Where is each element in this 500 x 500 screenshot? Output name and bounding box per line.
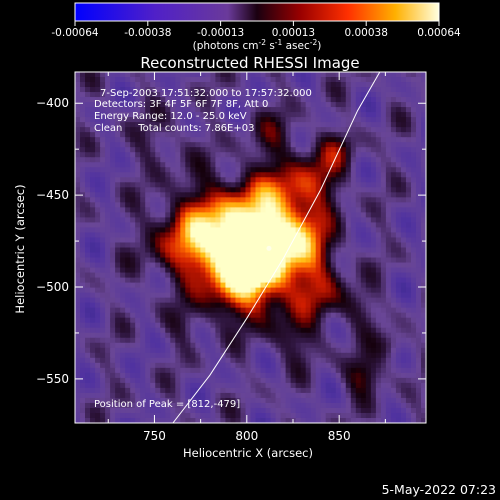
colorbar-tick-label: -0.00064 (51, 27, 99, 39)
colorbar-ticks: -0.00064 -0.00038 -0.00013 0.00013 0.00038 0.… (51, 21, 461, 39)
heatmap-image (75, 72, 426, 423)
colorbar-tick-label: -0.00038 (124, 27, 171, 39)
annotation-clean-counts: Clean Total counts: 7.86E+03 (94, 123, 254, 134)
annotation-energy-range: Energy Range: 12.0 - 25.0 keV (94, 111, 247, 122)
colorbar-unit-label: (photons cm-2 s-1 asec-2) (193, 38, 322, 52)
y-tick-label: −500 (36, 280, 69, 294)
annotation-peak-position: Position of Peak = [812,-479] (94, 399, 240, 410)
colorbar (74, 2, 440, 22)
x-axis-label: Heliocentric X (arcsec) (183, 446, 313, 460)
y-tick-label: −400 (36, 96, 69, 110)
annotation-detectors: Detectors: 3F 4F 5F 6F 7F 8F, Att 0 (94, 99, 268, 110)
y-tick-label: −450 (36, 188, 69, 202)
chart-title: Reconstructed RHESSI Image (140, 54, 359, 72)
annotation-time-range: 7-Sep-2003 17:51:32.000 to 17:57:32.000 (100, 88, 312, 99)
footer-timestamp: 5-May-2022 07:23 (382, 482, 496, 497)
y-axis-label: Heliocentric Y (arcsec) (13, 184, 27, 313)
x-tick-label: 850 (328, 429, 351, 443)
axis-ticks: 750 800 850 −400 −450 −500 −550 (36, 72, 426, 443)
colorbar-tick-label: 0.00038 (344, 27, 387, 39)
y-tick-label: −550 (36, 372, 69, 386)
x-tick-label: 750 (143, 429, 166, 443)
colorbar-tick-label: 0.00013 (272, 27, 315, 39)
x-tick-label: 800 (235, 429, 258, 443)
solar-limb-curve (172, 72, 381, 423)
colorbar-tick-label: -0.00013 (197, 27, 244, 39)
annotations: 7-Sep-2003 17:51:32.000 to 17:57:32.000 … (94, 88, 312, 410)
peak-marker (266, 245, 272, 251)
plot-frame (74, 71, 427, 424)
colorbar-tick-label: 0.00064 (417, 27, 461, 39)
